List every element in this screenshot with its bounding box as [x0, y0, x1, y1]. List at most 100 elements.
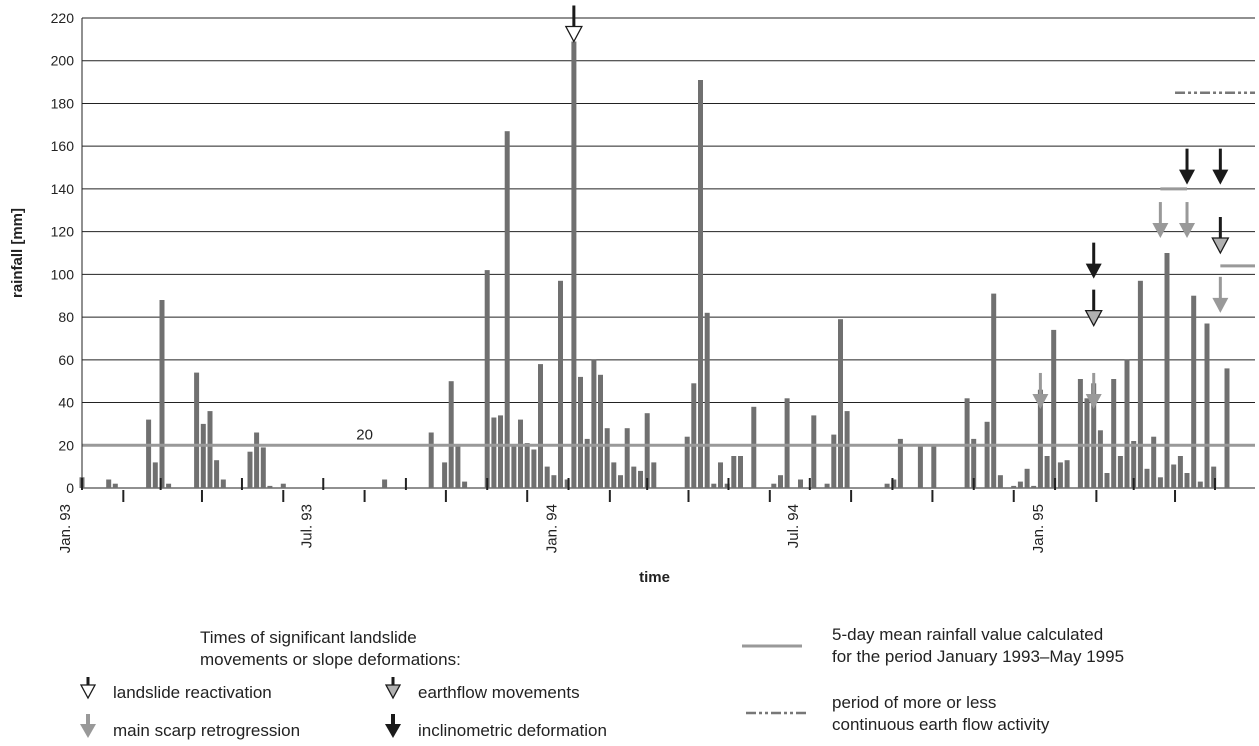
rainfall-bar	[455, 445, 461, 488]
rainfall-bar	[247, 451, 253, 488]
rainfall-bar	[724, 483, 730, 488]
rainfall-chart: 20 0 20 40 60 80 100 120 140 160 180 200 220 rainfal…	[9, 5, 1255, 586]
rainfall-bar	[558, 280, 563, 488]
y-tick-label: 60	[58, 352, 74, 368]
rainfall-bar	[220, 479, 226, 488]
rainfall-bar	[1197, 481, 1203, 488]
y-tick-label: 100	[51, 266, 75, 282]
rainfall-bar	[718, 462, 723, 488]
rainfall-bar	[1177, 456, 1183, 488]
inclinometric-arrow-icon	[1179, 148, 1196, 185]
inclinometric-arrow-icon	[1085, 242, 1102, 279]
bars-layer	[79, 41, 1230, 488]
rainfall-bar	[504, 131, 510, 488]
rainfall-bar	[624, 428, 630, 488]
rainfall-bar	[1124, 359, 1130, 488]
rainfall-bar	[551, 475, 557, 488]
rainfall-bar	[544, 466, 550, 488]
rainfall-bar	[931, 445, 937, 488]
rainfall-bar	[971, 438, 977, 488]
y-tick-label: 220	[51, 10, 75, 26]
y-tick-label: 160	[51, 138, 75, 154]
rainfall-bar	[644, 413, 650, 488]
rainfall-bar	[1111, 379, 1117, 488]
rainfall-bar	[891, 479, 897, 488]
rainfall-bar	[984, 421, 990, 488]
rainfall-bar	[991, 293, 997, 488]
reactivation-legend-icon	[79, 677, 97, 700]
rainfall-bar	[531, 449, 537, 488]
rainfall-bar	[1211, 466, 1217, 488]
legend-earthflow-label: earthflow movements	[418, 683, 580, 702]
x-tick-label: Jan. 95	[1030, 504, 1047, 553]
x-axis-label: time	[639, 569, 670, 586]
rainfall-bar	[1084, 398, 1090, 488]
rainfall-bar	[498, 415, 503, 488]
rainfall-bar	[1057, 462, 1063, 488]
rainfall-bar	[1017, 481, 1023, 488]
rainfall-bar	[1151, 436, 1157, 488]
main-scarp-arrow-icon	[1212, 276, 1229, 313]
rainfall-bar	[684, 436, 690, 488]
rainfall-bar	[838, 319, 843, 488]
rainfall-bar	[771, 483, 777, 488]
rainfall-bar	[491, 417, 497, 488]
mean-rainfall-label: 20	[356, 426, 373, 443]
x-tick-label: Jul. 93	[298, 504, 315, 548]
rainfall-bar	[844, 411, 850, 488]
rainfall-bar	[751, 406, 757, 488]
rainfall-bar	[618, 475, 623, 488]
main-scarp-arrow-icon	[1032, 372, 1049, 409]
rainfall-bar	[194, 372, 200, 488]
rainfall-bar	[1031, 485, 1037, 488]
rainfall-bar	[564, 479, 570, 488]
rainfall-bar	[711, 483, 717, 488]
main-scarp-arrow-icon	[1085, 372, 1102, 409]
rainfall-bar	[1051, 329, 1057, 488]
axis-layer: 0 20 40 60 80 100 120 140 160 180 200 220 rainfall […	[9, 10, 1217, 586]
earthflow-arrow-icon	[1211, 217, 1230, 255]
legend-period-line1: period of more or less	[832, 693, 997, 712]
rainfall-bar	[611, 462, 617, 488]
rainfall-bar	[1224, 368, 1230, 488]
legend-mean-line2: for the period January 1993–May 1995	[832, 647, 1125, 666]
rainfall-bar	[598, 374, 603, 488]
rainfall-bar	[811, 415, 817, 488]
arrow-head	[1152, 223, 1169, 239]
rainfall-bar	[1131, 441, 1137, 488]
legend-main-scarp-label: main scarp retrogression	[113, 721, 301, 740]
activity-period-legend-swatch	[746, 711, 806, 715]
rainfall-bar	[1144, 468, 1150, 488]
rainfall-bar	[1011, 485, 1017, 488]
earthflow-arrow-icon	[1084, 289, 1103, 328]
rainfall-bar	[112, 483, 118, 488]
rainfall-bar	[462, 481, 468, 488]
rainfall-bar	[778, 475, 783, 488]
rainfall-bar	[997, 475, 1003, 488]
y-tick-label: 200	[51, 53, 75, 69]
legend-reactivation-label: landslide reactivation	[113, 683, 272, 702]
rainfall-bar	[254, 432, 260, 488]
rainfall-bar	[917, 445, 923, 488]
event-markers-layer	[564, 5, 1255, 409]
rainfall-bar	[382, 479, 388, 488]
rainfall-bar	[1097, 430, 1103, 488]
x-tick-label: Jan. 93	[57, 504, 74, 553]
rainfall-bar	[651, 462, 657, 488]
rainfall-bar	[571, 41, 577, 488]
arrow-head	[1212, 169, 1229, 185]
rainfall-bar	[152, 462, 158, 488]
rainfall-bar	[784, 398, 790, 488]
x-tick-label: Jul. 94	[785, 504, 802, 548]
rainfall-bar	[207, 411, 213, 488]
arrow-head	[1212, 297, 1229, 313]
rainfall-bar	[831, 434, 837, 488]
arrow-head	[1179, 223, 1196, 239]
reactivation-arrow-icon	[564, 5, 583, 43]
rainfall-bar	[1064, 460, 1070, 488]
rainfall-bar	[1104, 473, 1110, 488]
arrow-head	[564, 25, 583, 43]
rainfall-bar	[511, 445, 517, 488]
rainfall-bar	[166, 483, 172, 488]
reference-line-layer: 20	[82, 91, 1255, 447]
